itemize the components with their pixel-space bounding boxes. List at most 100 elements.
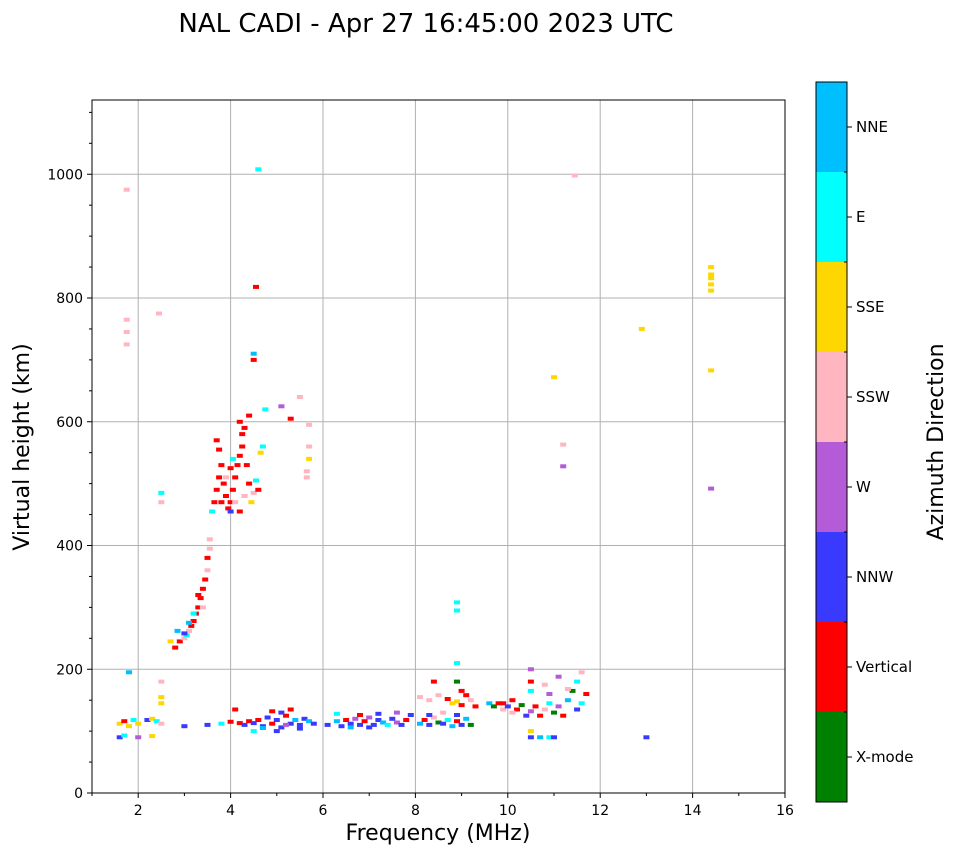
colorbar-segment [816,262,847,352]
data-point [135,721,142,726]
data-point [435,720,442,725]
data-point [243,463,250,468]
colorbar-label: NNE [856,118,888,136]
data-point [236,509,243,514]
data-point [454,608,460,613]
data-point [454,679,460,684]
data-point [560,464,567,469]
data-point [569,688,576,693]
data-point [440,710,447,715]
data-point [454,719,460,724]
data-point [449,701,456,706]
data-point [303,469,310,474]
data-point [564,698,571,703]
data-point [454,713,460,717]
colorbar-segment [816,352,847,442]
data-point [248,500,255,505]
data-point [393,710,400,715]
data-point [259,444,266,449]
data-point [130,718,137,722]
data-points [116,167,715,740]
data-point [232,707,239,712]
data-point [541,682,548,687]
data-point [458,688,465,693]
data-point [306,719,313,724]
data-point [213,487,220,492]
data-point [347,725,354,730]
data-point [283,713,289,718]
data-point [449,724,456,729]
data-point [527,729,534,734]
data-point [574,679,581,684]
data-point [551,375,557,380]
data-point [301,716,308,721]
grid-lines [92,100,786,794]
data-point [116,721,123,726]
data-point [199,605,206,610]
data-point [204,555,211,560]
data-point [708,272,715,277]
data-point [220,481,227,486]
data-point [206,537,213,542]
data-point [241,425,248,430]
data-point [352,716,359,721]
colorbar: X-mode Vertical NNW W SSW SSE E NNE [816,82,913,802]
data-point [278,710,285,715]
data-point [278,404,285,409]
data-point [514,707,520,712]
data-point [149,734,156,739]
data-point [246,413,253,418]
data-point [708,486,715,491]
data-point [172,645,179,650]
data-point [370,722,377,727]
data-point [472,704,479,709]
data-point [259,726,266,730]
data-point [527,688,534,693]
data-point [324,722,331,727]
data-point [421,718,428,722]
data-point [273,729,280,734]
data-point [195,593,202,597]
data-point [255,487,262,492]
data-point [262,407,269,412]
data-point [338,724,345,729]
data-point [269,721,276,726]
data-point [234,463,241,468]
data-point [708,282,715,287]
colorbar-segment [816,82,847,172]
data-point [206,546,213,551]
data-point [227,509,234,514]
data-point [257,450,264,455]
data-point [241,494,248,498]
data-point [250,351,257,356]
data-point [398,722,405,727]
y-tick-label: 200 [56,662,83,678]
data-point [708,368,715,373]
data-point [310,721,317,726]
data-point [546,692,553,696]
colorbar-label: NNW [856,568,893,586]
data-point [343,718,350,722]
data-point [273,718,280,722]
data-point [357,713,363,717]
data-point [527,679,534,684]
data-point [190,611,197,616]
data-point [296,395,303,399]
colorbar-title: Azimuth Direction [924,343,949,540]
data-point [375,711,382,716]
data-point [435,693,442,698]
data-point [167,639,174,644]
colorbar-frame [815,81,848,803]
data-point [440,721,447,726]
data-point [417,721,423,726]
data-point [357,722,363,727]
data-point [430,715,437,720]
data-point [218,721,225,726]
data-point [375,718,382,722]
data-point [236,419,243,424]
data-point [204,722,211,727]
data-point [504,704,511,709]
data-point [149,716,156,721]
data-point [246,481,253,486]
y-tick-label: 800 [56,291,83,307]
